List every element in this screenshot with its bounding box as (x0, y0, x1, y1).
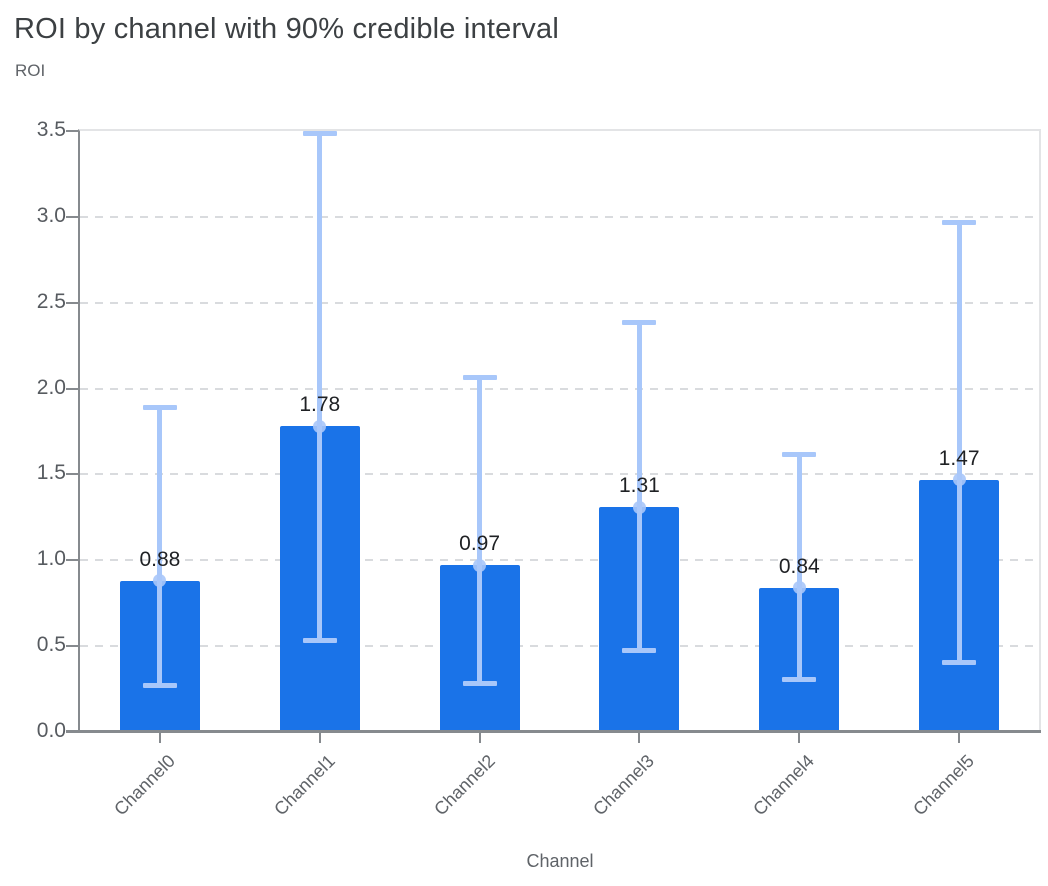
y-tick-mark (66, 130, 78, 132)
y-tick-mark (66, 215, 78, 218)
y-tick-label: 1.0 (36, 547, 66, 571)
bar-value-label: 1.47 (938, 446, 980, 470)
y-tick-label: 2.5 (36, 289, 66, 313)
bar-value-label: 0.88 (139, 547, 181, 571)
x-tick-mark (318, 733, 321, 743)
y-tick-label: 3.0 (36, 203, 66, 227)
x-tick-mark (798, 733, 801, 743)
x-tick-label: Channel1 (269, 750, 339, 820)
chart-title: ROI by channel with 90% credible interva… (14, 13, 559, 45)
error-bar-line (956, 222, 962, 664)
error-bar-line (796, 453, 802, 681)
y-axis-title: ROI (15, 61, 46, 80)
error-bar-cap-bottom (622, 648, 657, 654)
bar-value-label: 0.84 (778, 554, 820, 578)
y-tick-mark (66, 559, 78, 562)
mean-marker (632, 500, 646, 514)
y-tick-mark (66, 731, 78, 733)
mean-marker (792, 581, 806, 595)
gridline (80, 387, 1039, 390)
error-bar-cap-top (462, 374, 497, 380)
plot-area: 0.88 1.78 0.97 1.31 0.84 1.47 (78, 129, 1041, 732)
gridline (80, 473, 1039, 476)
error-bar-cap-bottom (142, 682, 177, 688)
gridline (80, 559, 1039, 562)
y-tick-label: 0.0 (36, 719, 66, 742)
error-bar-cap-bottom (782, 677, 817, 683)
y-tick-label: 3.5 (36, 118, 66, 141)
x-tick-label: Channel0 (110, 750, 179, 820)
error-bar-line (636, 321, 642, 652)
x-tick-label: Channel5 (909, 750, 978, 820)
y-tick-label: 0.5 (36, 633, 66, 657)
y-tick-mark (66, 473, 78, 476)
y-tick-label: 2.0 (36, 375, 66, 399)
error-bar-cap-top (302, 130, 337, 136)
mean-marker (313, 419, 327, 433)
gridline (80, 645, 1039, 648)
bar-value-label: 1.78 (299, 393, 341, 417)
mean-marker (952, 473, 966, 487)
x-axis-title: Channel (526, 851, 594, 871)
gridline (80, 301, 1039, 304)
mean-marker (153, 574, 167, 588)
error-bar-cap-top (142, 405, 177, 411)
bar-value-label: 0.97 (459, 532, 501, 556)
error-bar-cap-top (622, 319, 657, 325)
bar-value-label: 1.31 (618, 474, 660, 498)
y-tick-mark (66, 645, 78, 648)
error-bar-cap-bottom (302, 637, 337, 643)
error-bar-line (317, 132, 323, 641)
error-bar-line (477, 376, 483, 684)
x-tick-mark (478, 733, 481, 743)
x-axis-line (66, 730, 1041, 733)
error-bar-cap-top (942, 220, 977, 225)
mean-marker (473, 558, 487, 572)
error-bar-cap-bottom (942, 660, 977, 666)
error-bar-cap-top (782, 451, 817, 457)
y-tick-mark (66, 387, 78, 390)
error-bar-cap-bottom (462, 680, 497, 686)
gridline (80, 215, 1039, 218)
error-bar-line (157, 407, 163, 686)
y-tick-label: 1.5 (36, 461, 66, 485)
x-tick-mark (158, 733, 161, 743)
y-tick-mark (66, 301, 78, 304)
x-tick-mark (638, 733, 641, 743)
x-tick-mark (958, 733, 961, 743)
